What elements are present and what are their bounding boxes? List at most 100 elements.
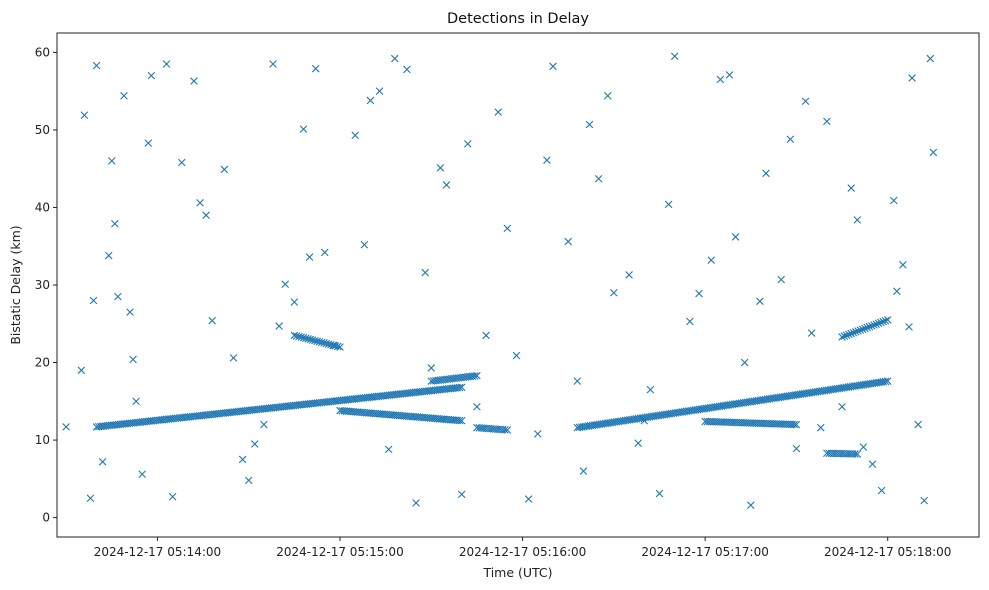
marks-layer — [62, 52, 938, 509]
track-point — [297, 333, 305, 341]
track-point — [306, 335, 315, 344]
track-point — [867, 322, 876, 330]
data-point — [664, 200, 673, 209]
data-point — [457, 490, 466, 499]
track-point — [292, 332, 301, 340]
data-point — [890, 196, 898, 205]
track-point — [874, 319, 883, 328]
data-point — [786, 135, 795, 144]
data-point — [594, 174, 603, 183]
data-point — [543, 156, 551, 164]
data-point — [162, 60, 171, 68]
data-point — [899, 261, 907, 269]
x-tick-label: 2024-12-17 05:18:00 — [824, 545, 951, 559]
track-point — [861, 324, 869, 333]
data-point — [838, 402, 846, 411]
data-point — [573, 377, 582, 385]
data-point — [893, 287, 901, 295]
data-point — [908, 74, 916, 82]
data-point — [390, 54, 399, 63]
track-point — [840, 332, 849, 340]
track-point — [856, 326, 865, 334]
track-point — [858, 325, 867, 334]
data-point — [129, 355, 137, 364]
track-point — [881, 377, 890, 386]
data-point — [107, 157, 116, 165]
x-tick-label: 2024-12-17 05:17:00 — [641, 545, 768, 559]
y-tick-label: 30 — [35, 278, 50, 292]
data-point — [473, 402, 481, 411]
track-point — [457, 416, 466, 425]
data-point — [202, 211, 210, 220]
data-point — [707, 256, 716, 264]
data-point — [138, 470, 146, 478]
data-point — [442, 181, 451, 189]
data-point — [549, 62, 557, 71]
track-point — [304, 335, 312, 343]
y-axis: 0 10 20 30 40 50 60 — [35, 45, 57, 525]
track-point — [320, 339, 328, 347]
track-point — [308, 336, 317, 344]
track-point — [865, 322, 874, 331]
data-point — [275, 322, 283, 330]
data-point — [421, 268, 429, 277]
y-tick-label: 60 — [35, 45, 50, 59]
track-point — [301, 334, 310, 343]
data-point — [89, 296, 98, 305]
data-point — [220, 165, 229, 174]
track-point — [299, 333, 308, 342]
data-point — [512, 351, 521, 360]
track-point — [870, 321, 878, 329]
track-point — [872, 320, 881, 328]
data-point — [305, 253, 314, 261]
data-point — [132, 397, 140, 406]
data-point — [564, 237, 572, 246]
track-point — [311, 336, 319, 345]
track-point — [853, 450, 862, 458]
data-point — [926, 54, 935, 63]
data-point — [244, 476, 253, 485]
data-point — [98, 457, 107, 466]
data-point — [351, 131, 359, 140]
data-point — [756, 297, 764, 306]
data-point — [366, 96, 375, 105]
data-point — [503, 224, 512, 233]
data-point — [746, 501, 755, 509]
track-point — [879, 317, 887, 326]
track-point — [863, 323, 871, 332]
data-point — [920, 496, 929, 505]
data-point — [859, 443, 868, 451]
data-point — [360, 240, 369, 249]
track-point — [457, 383, 466, 392]
track-point — [503, 426, 512, 434]
track-point — [290, 331, 299, 340]
data-point — [86, 494, 95, 503]
data-point — [290, 298, 299, 306]
data-point — [524, 495, 533, 503]
data-point — [579, 467, 588, 475]
data-point — [905, 323, 913, 331]
data-point — [634, 439, 642, 447]
data-point — [229, 354, 238, 362]
track-point — [315, 338, 324, 346]
data-point — [238, 455, 247, 464]
track-point — [877, 318, 885, 327]
y-tick-label: 0 — [42, 511, 50, 525]
data-point — [494, 108, 503, 116]
track-point — [313, 337, 321, 346]
data-point — [847, 184, 855, 192]
track-point — [851, 450, 859, 458]
x-axis-title: Time (UTC) — [482, 565, 552, 580]
data-point — [914, 420, 922, 429]
data-point — [655, 489, 664, 498]
data-point — [585, 120, 594, 129]
data-point — [114, 292, 122, 301]
data-point — [868, 460, 877, 468]
data-point — [816, 423, 825, 432]
data-point — [670, 52, 679, 61]
data-point — [740, 358, 749, 367]
y-tick-label: 20 — [35, 356, 50, 370]
data-point — [610, 288, 618, 297]
data-point — [111, 219, 119, 228]
